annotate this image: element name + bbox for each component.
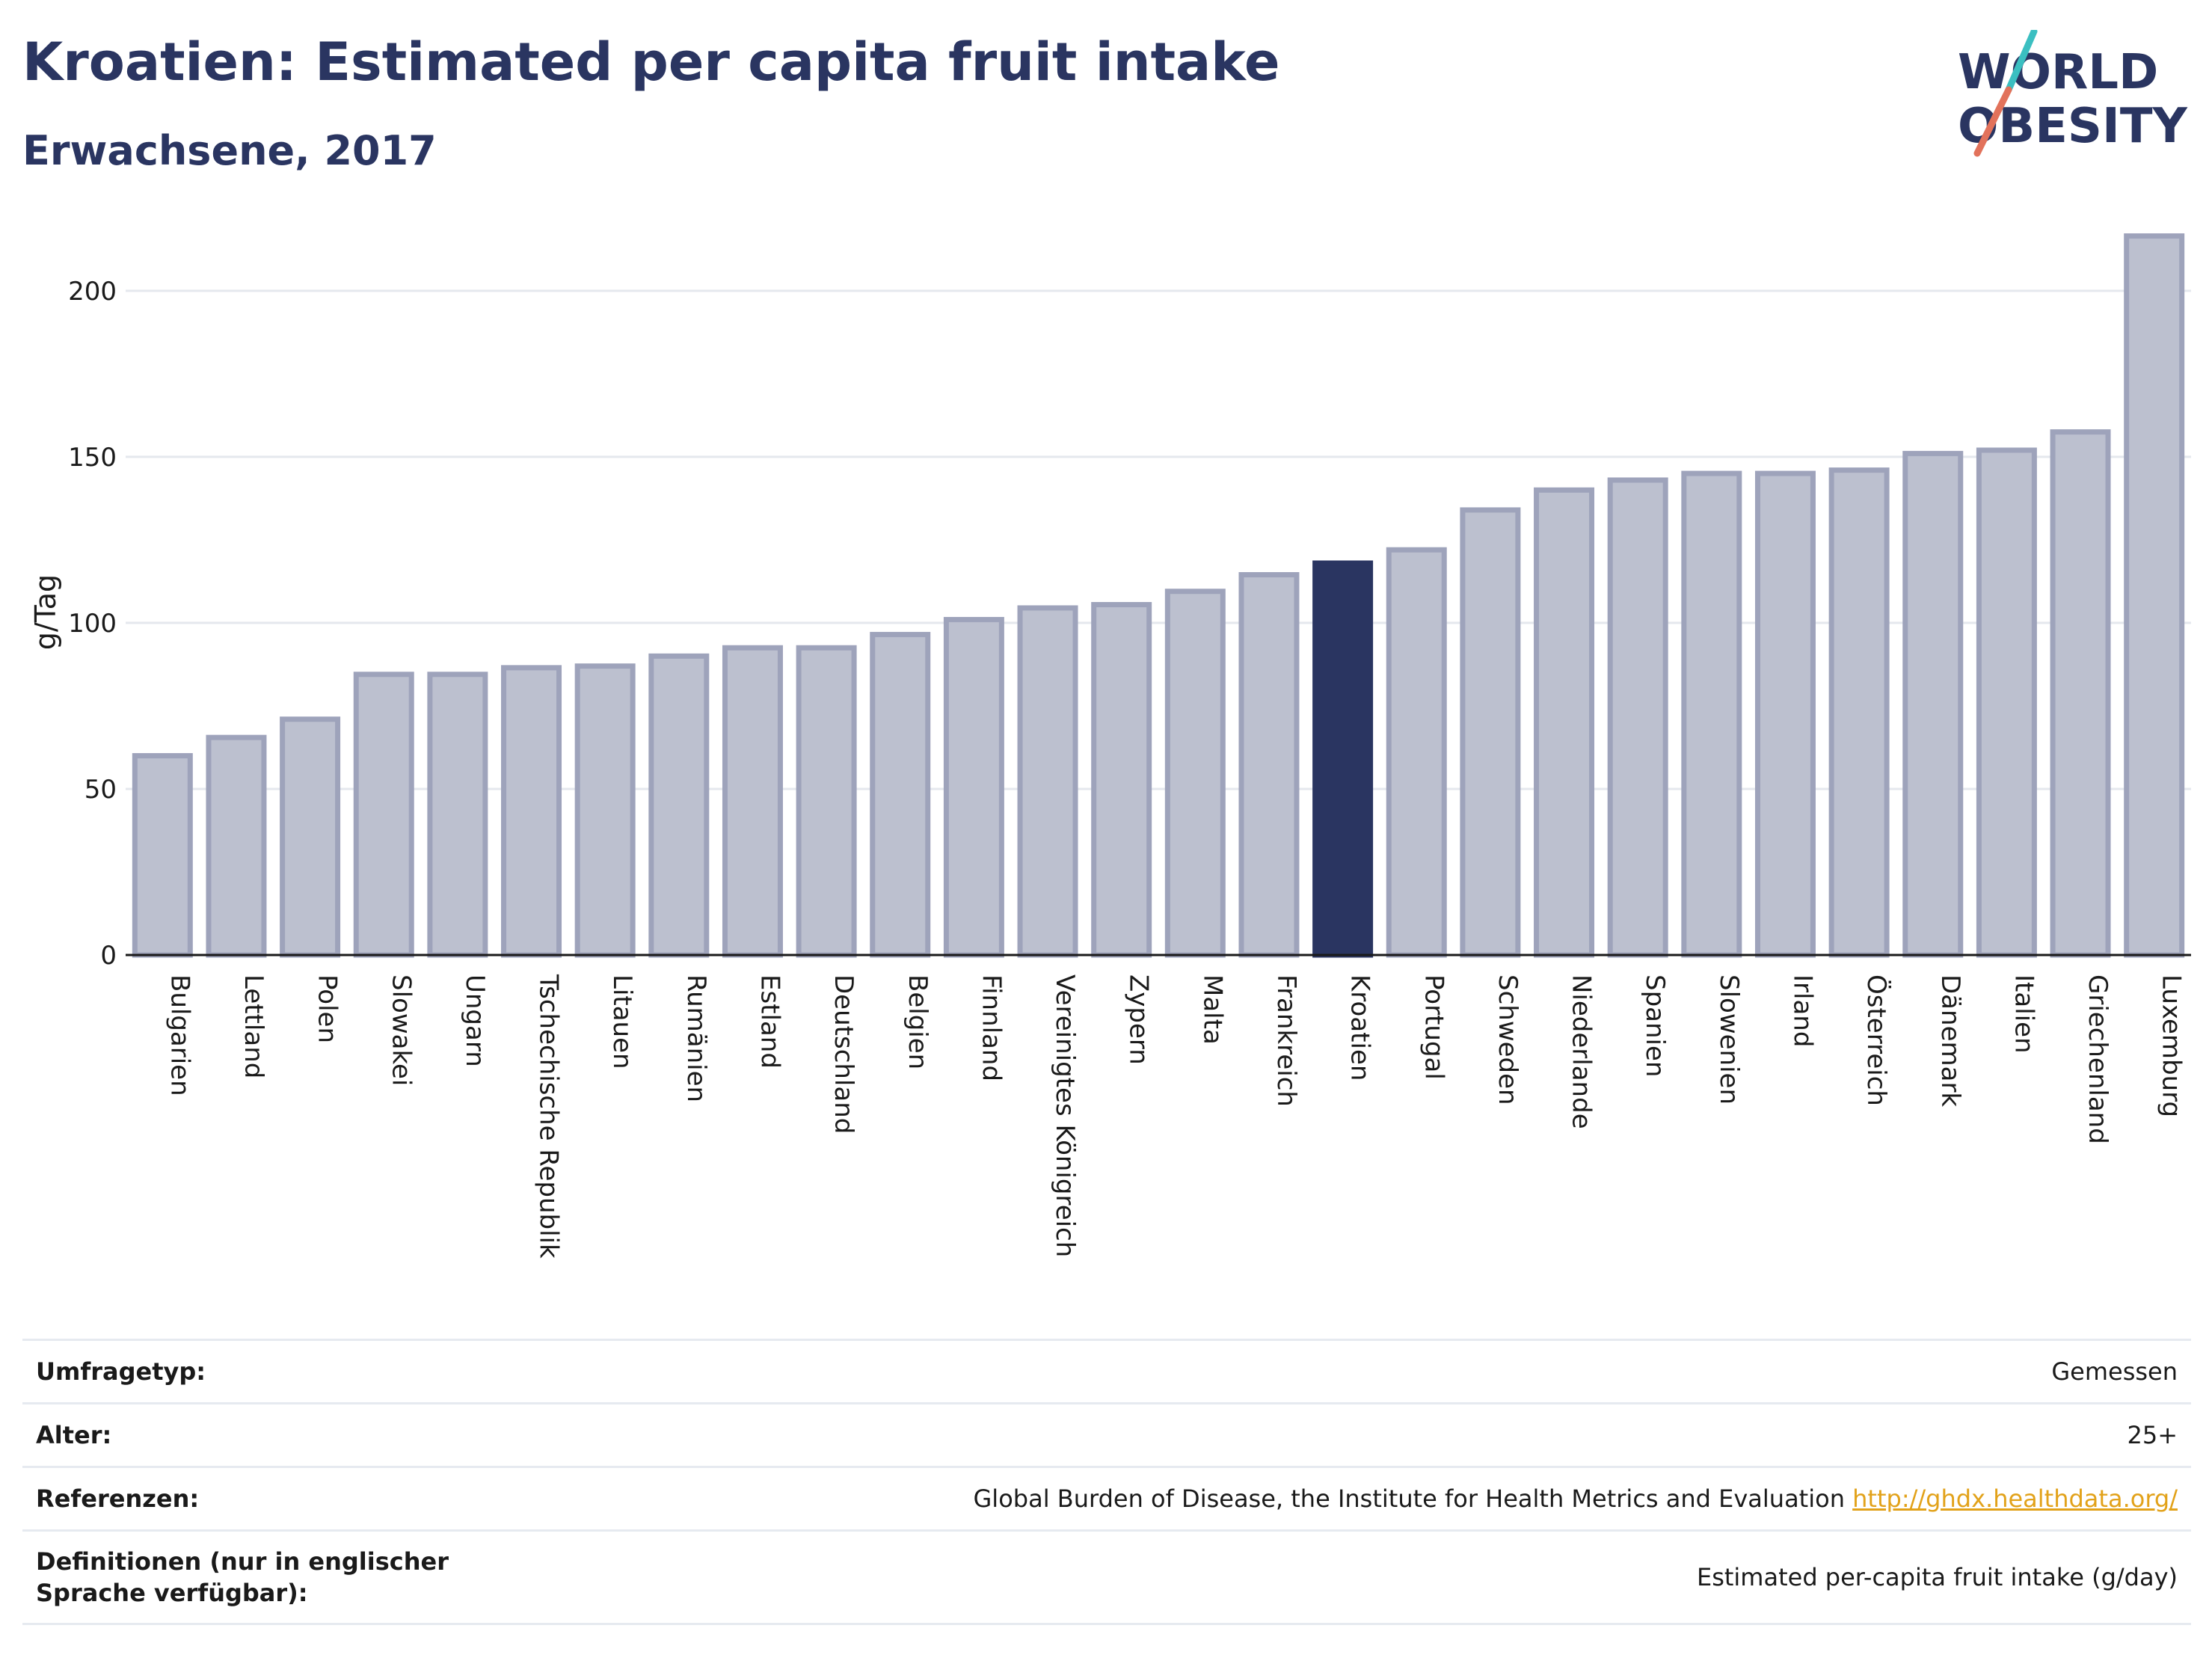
- meta-label: Alter:: [36, 1421, 112, 1449]
- bar: [1976, 447, 2037, 958]
- bar: [1091, 601, 1152, 958]
- x-tick-label: Zypern: [1124, 974, 1154, 1065]
- bar: [132, 753, 193, 958]
- x-tick-label: Lettland: [239, 974, 268, 1078]
- x-tick-label: Malta: [1197, 974, 1227, 1045]
- x-tick-label: Litauen: [607, 974, 637, 1069]
- world-obesity-logo: WORLD OBESITY: [1958, 30, 2187, 157]
- bar: [574, 663, 636, 958]
- meta-row: Referenzen: Global Burden of Disease, the…: [22, 1466, 2191, 1529]
- metadata-table: Umfragetyp: Gemessen Alter: 25+ Referenzen: G…: [22, 1339, 2191, 1625]
- x-tick-label: Vereinigtes Königreich: [1050, 974, 1080, 1257]
- bar: [1828, 467, 1890, 958]
- x-tick-label: Portugal: [1419, 974, 1448, 1080]
- x-tick-label: Österreich: [1861, 974, 1892, 1106]
- x-tick-label: Luxemburg: [2157, 974, 2187, 1117]
- x-tick-label: Estland: [755, 974, 784, 1069]
- x-tick-label: Kroatien: [1345, 974, 1375, 1081]
- bar: [796, 645, 857, 958]
- chart-subtitle: Erwachsene, 2017: [22, 127, 437, 174]
- x-tick-label: Rumänien: [681, 974, 711, 1102]
- bar: [648, 653, 710, 958]
- y-tick-label: 150: [68, 443, 117, 473]
- meta-row: Alter: 25+: [22, 1402, 2191, 1466]
- x-tick-label: Griechenland: [2083, 974, 2113, 1144]
- meta-row: Umfragetyp: Gemessen: [22, 1339, 2191, 1402]
- bar: [870, 631, 931, 958]
- bar: [501, 665, 562, 958]
- x-tick-label: Niederlande: [1567, 974, 1597, 1129]
- bar: [1681, 470, 1742, 958]
- x-tick-label: Irland: [1787, 974, 1817, 1047]
- bar: [353, 672, 414, 958]
- bar: [722, 645, 783, 958]
- reference-link[interactable]: http://ghdx.healthdata.org/: [1852, 1484, 2178, 1513]
- x-tick-label: Slowenien: [1714, 974, 1744, 1105]
- bar: [206, 734, 267, 958]
- x-tick-label: Schweden: [1493, 974, 1523, 1105]
- bar: [1017, 605, 1078, 958]
- bar: [2050, 429, 2111, 958]
- bar: [1754, 470, 1816, 958]
- y-tick-label: 100: [68, 609, 117, 639]
- meta-label: Definitionen (nur in englischer Sprache …: [36, 1547, 449, 1607]
- x-tick-label: Belgien: [903, 974, 933, 1069]
- meta-value: Estimated per-capita fruit intake (g/day…: [1696, 1563, 2178, 1591]
- meta-value: Global Burden of Disease, the Institute …: [973, 1484, 2178, 1513]
- bar: [1386, 547, 1447, 958]
- x-tick-label: Slowakei: [386, 974, 416, 1086]
- logo-line1: WORLD: [1958, 45, 2158, 100]
- meta-row: Definitionen (nur in englischer Sprache …: [22, 1529, 2191, 1625]
- bar: [2124, 233, 2185, 958]
- bar: [1534, 487, 1595, 958]
- bar: [280, 716, 341, 958]
- x-tick-label: Frankreich: [1271, 974, 1301, 1107]
- logo-slash-teal: [2005, 30, 2038, 93]
- x-tick-label: Spanien: [1640, 974, 1670, 1077]
- bar: [1312, 560, 1374, 958]
- bar: [1460, 507, 1521, 958]
- chart-title: Kroatien: Estimated per capita fruit int…: [22, 31, 1280, 93]
- x-tick-label: Ungarn: [460, 974, 490, 1067]
- x-tick-label: Polen: [313, 974, 342, 1043]
- meta-value: Gemessen: [2051, 1357, 2178, 1386]
- x-tick-label: Tschechische Republik: [534, 974, 564, 1259]
- x-tick-label: Italien: [2009, 974, 2039, 1054]
- y-tick-label: 50: [85, 775, 117, 805]
- y-tick-label: 200: [68, 277, 117, 307]
- meta-value: 25+: [2127, 1421, 2178, 1449]
- bar-chart: 0 50 100 150 200 g/Tag Bulgarien Lettland Polen S…: [29, 233, 2191, 1259]
- bar: [1238, 572, 1300, 958]
- x-tick-label: Bulgarien: [165, 974, 194, 1096]
- bar: [427, 672, 488, 958]
- y-tick-label: 0: [100, 941, 117, 971]
- bar: [1902, 450, 1964, 958]
- x-tick-label: Finnland: [976, 974, 1006, 1081]
- y-axis-label: g/Tag: [29, 574, 62, 650]
- bar: [1607, 477, 1668, 958]
- x-tick-label: Dänemark: [1935, 974, 1965, 1107]
- meta-label: Umfragetyp:: [36, 1357, 206, 1386]
- bar: [943, 616, 1004, 958]
- x-tick-label: Deutschland: [829, 974, 858, 1134]
- bar: [1164, 589, 1226, 958]
- meta-label: Referenzen:: [36, 1484, 200, 1513]
- logo-slash-coral: [1973, 86, 2012, 157]
